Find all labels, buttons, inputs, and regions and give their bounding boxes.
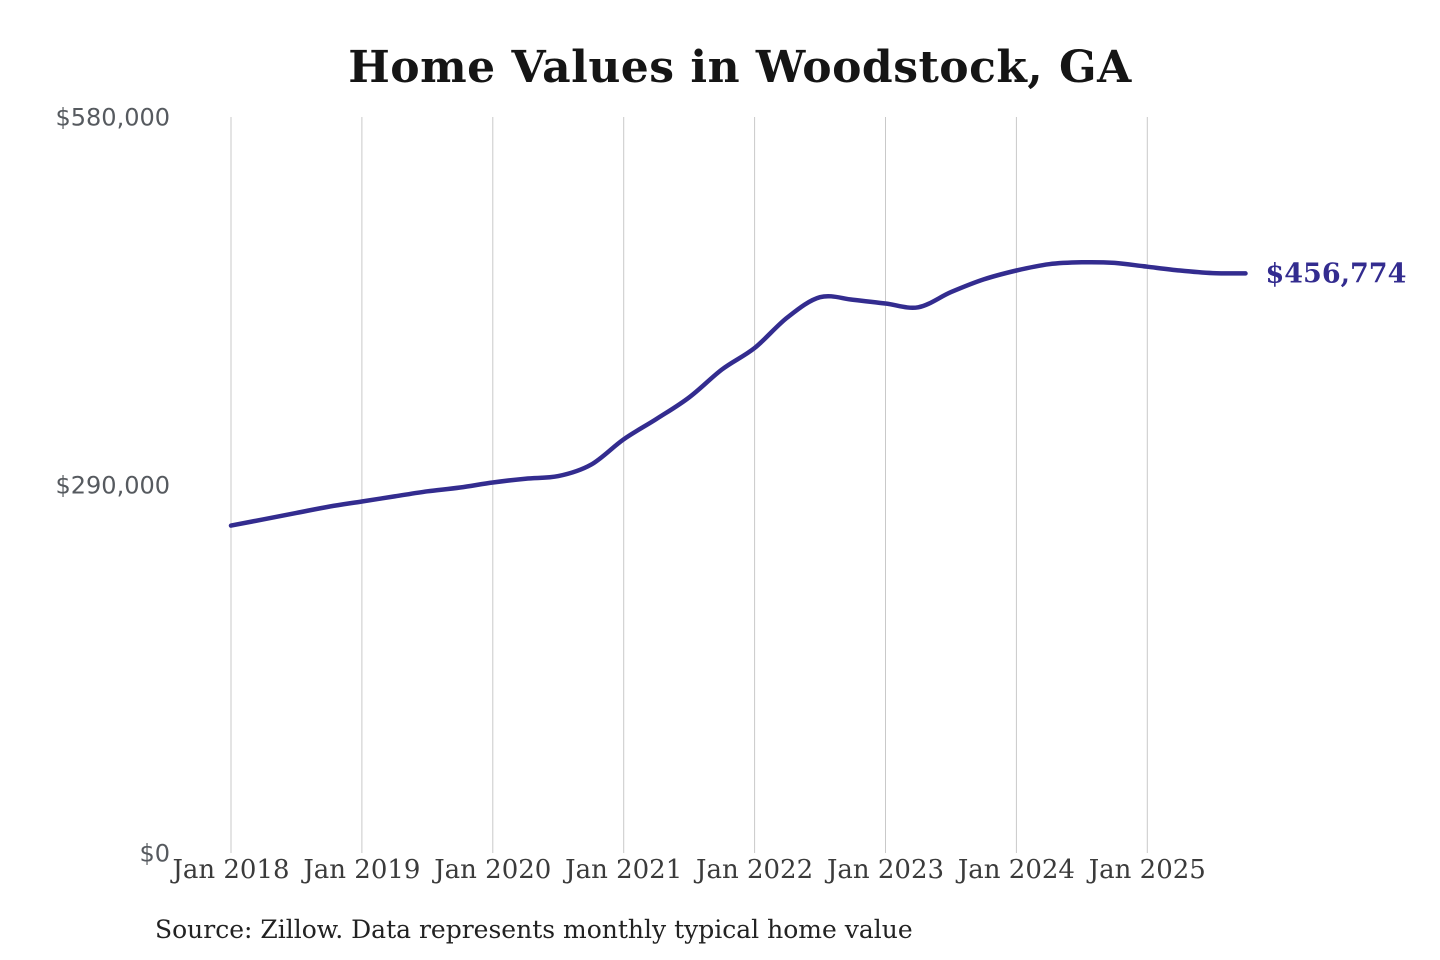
x-axis-label: Jan 2021 bbox=[562, 855, 682, 885]
current-value-label: $456,774 bbox=[1265, 258, 1406, 289]
home-value-line-series bbox=[228, 259, 1248, 528]
x-axis-label: Jan 2023 bbox=[824, 855, 944, 885]
x-axis-label: Jan 2019 bbox=[300, 855, 420, 885]
x-axis-label: Jan 2022 bbox=[693, 855, 813, 885]
x-axis-label: Jan 2020 bbox=[431, 855, 551, 885]
y-axis-label: $0 bbox=[139, 839, 170, 867]
y-axis-label: $290,000 bbox=[55, 471, 170, 499]
x-axis-label: Jan 2025 bbox=[1086, 855, 1206, 885]
source-note: Source: Zillow. Data represents monthly … bbox=[155, 915, 913, 944]
x-axis-label: Jan 2018 bbox=[169, 855, 289, 885]
y-axis-label: $580,000 bbox=[55, 103, 170, 131]
x-axis-label: Jan 2024 bbox=[955, 855, 1075, 885]
chart-title: Home Values in Woodstock, GA bbox=[348, 42, 1132, 93]
